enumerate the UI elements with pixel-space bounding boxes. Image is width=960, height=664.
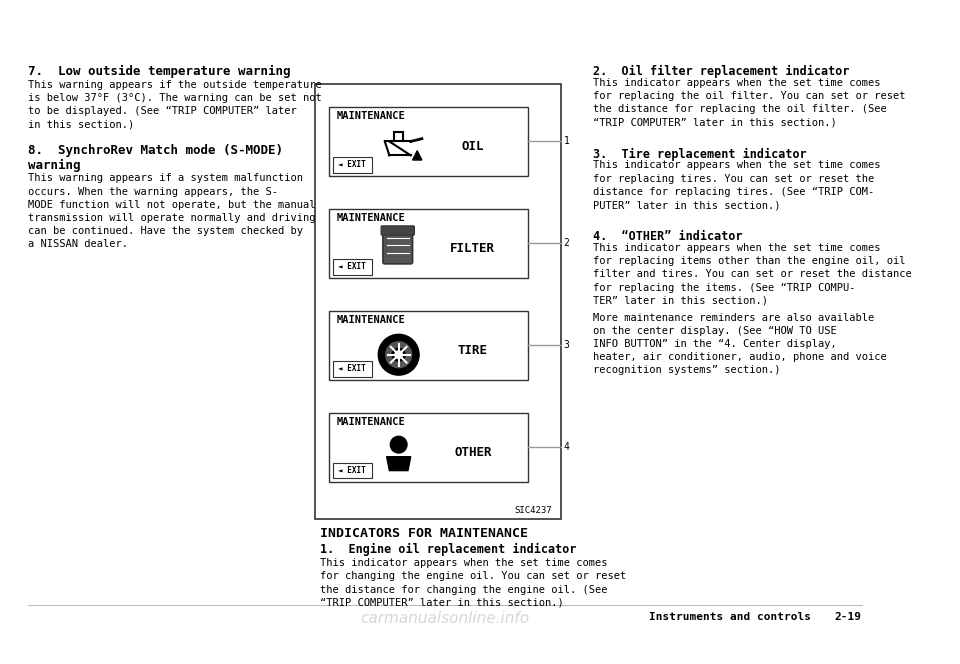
- Text: MAINTENANCE: MAINTENANCE: [337, 417, 405, 428]
- Text: 2-19: 2-19: [834, 612, 861, 622]
- Text: 7.  Low outside temperature warning: 7. Low outside temperature warning: [28, 65, 290, 78]
- Text: ◄ EXIT: ◄ EXIT: [339, 159, 366, 169]
- FancyBboxPatch shape: [329, 208, 528, 278]
- Text: ◄ EXIT: ◄ EXIT: [339, 262, 366, 271]
- Text: This indicator appears when the set time comes
for replacing items other than th: This indicator appears when the set time…: [593, 243, 912, 306]
- Text: ◄ EXIT: ◄ EXIT: [339, 465, 366, 475]
- Text: This indicator appears when the set time comes
for changing the engine oil. You : This indicator appears when the set time…: [320, 558, 626, 608]
- Text: 1.  Engine oil replacement indicator: 1. Engine oil replacement indicator: [320, 543, 576, 556]
- Text: This indicator appears when the set time comes
for replacing tires. You can set : This indicator appears when the set time…: [593, 161, 881, 210]
- Text: 8.  SynchroRev Match mode (S-MODE)
warning: 8. SynchroRev Match mode (S-MODE) warnin…: [28, 144, 283, 172]
- Text: TIRE: TIRE: [458, 343, 488, 357]
- FancyBboxPatch shape: [333, 157, 372, 173]
- Text: MAINTENANCE: MAINTENANCE: [337, 315, 405, 325]
- Text: This warning appears if the outside temperature
is below 37°F (3°C). The warning: This warning appears if the outside temp…: [28, 80, 322, 129]
- FancyBboxPatch shape: [329, 311, 528, 380]
- Text: 2: 2: [564, 238, 569, 248]
- Text: 1: 1: [564, 137, 569, 147]
- Text: More maintenance reminders are also available
on the center display. (See “HOW T: More maintenance reminders are also avai…: [593, 313, 887, 375]
- Circle shape: [395, 351, 402, 359]
- FancyBboxPatch shape: [333, 361, 372, 376]
- Text: This warning appears if a system malfunction
occurs. When the warning appears, t: This warning appears if a system malfunc…: [28, 173, 315, 250]
- Polygon shape: [413, 151, 421, 160]
- Circle shape: [378, 334, 420, 375]
- Text: 3: 3: [564, 341, 569, 351]
- Text: This indicator appears when the set time comes
for replacing the oil filter. You: This indicator appears when the set time…: [593, 78, 906, 127]
- Text: MAINTENANCE: MAINTENANCE: [337, 112, 405, 122]
- Text: ◄ EXIT: ◄ EXIT: [339, 364, 366, 373]
- Text: SIC4237: SIC4237: [514, 506, 552, 515]
- Text: carmanualsonline.info: carmanualsonline.info: [360, 611, 530, 626]
- FancyBboxPatch shape: [333, 259, 372, 274]
- Text: INDICATORS FOR MAINTENANCE: INDICATORS FOR MAINTENANCE: [320, 527, 528, 540]
- FancyBboxPatch shape: [315, 84, 561, 519]
- FancyBboxPatch shape: [381, 226, 415, 235]
- Text: 3.  Tire replacement indicator: 3. Tire replacement indicator: [593, 147, 807, 161]
- Text: 2.  Oil filter replacement indicator: 2. Oil filter replacement indicator: [593, 65, 850, 78]
- Text: Instruments and controls: Instruments and controls: [649, 612, 811, 622]
- FancyBboxPatch shape: [383, 228, 413, 264]
- FancyBboxPatch shape: [329, 412, 528, 482]
- Text: MAINTENANCE: MAINTENANCE: [337, 213, 405, 223]
- FancyBboxPatch shape: [329, 107, 528, 176]
- Text: 4: 4: [564, 442, 569, 452]
- Text: OIL: OIL: [462, 139, 484, 153]
- Text: 4.  “OTHER” indicator: 4. “OTHER” indicator: [593, 230, 743, 243]
- Text: OTHER: OTHER: [454, 446, 492, 459]
- Text: FILTER: FILTER: [450, 242, 495, 254]
- Polygon shape: [387, 457, 411, 471]
- Circle shape: [391, 436, 407, 453]
- FancyBboxPatch shape: [333, 463, 372, 479]
- Circle shape: [393, 348, 405, 361]
- Circle shape: [386, 342, 412, 368]
